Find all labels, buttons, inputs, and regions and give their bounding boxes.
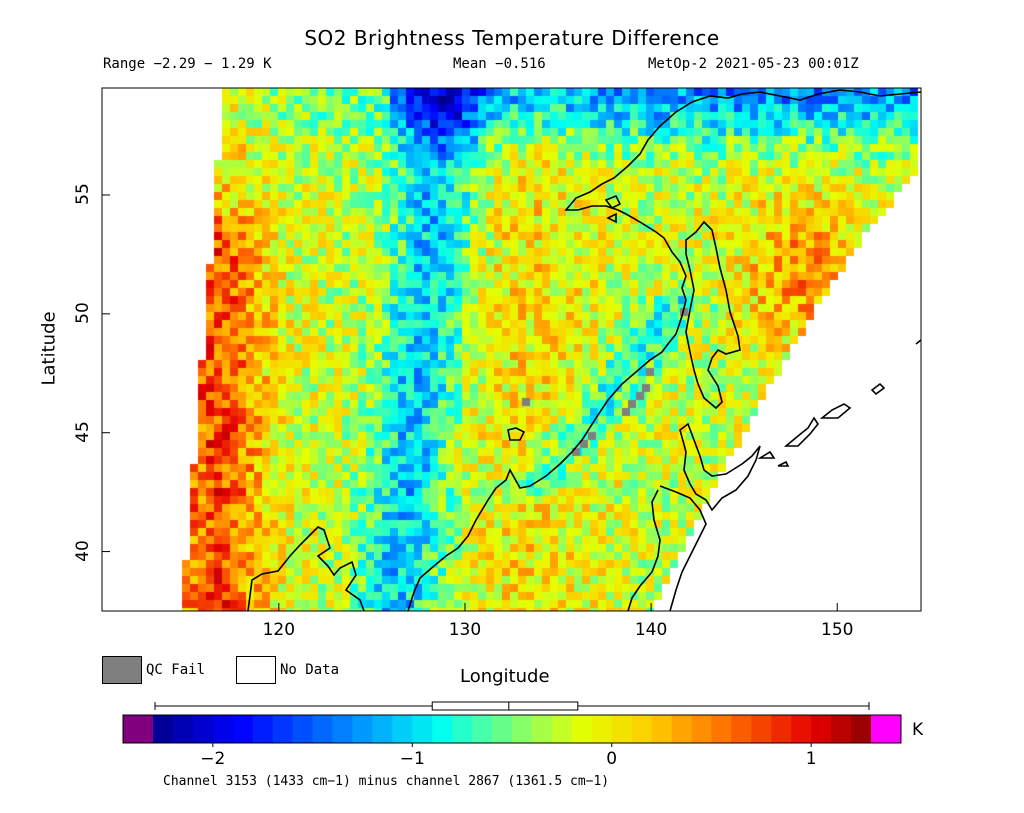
y-tick-label: 40 <box>73 539 93 562</box>
y-axis-label: Latitude <box>38 311 60 386</box>
coastline-sakhalin <box>685 220 741 410</box>
y-tick-label: 45 <box>73 420 93 443</box>
x-tick-label: 130 <box>448 620 482 640</box>
no-data-swatch <box>236 656 276 684</box>
qc-fail-swatch <box>102 656 142 684</box>
coastline-kurils <box>757 382 886 467</box>
x-tick-label: 150 <box>821 620 854 640</box>
coastline-kamchatka <box>915 339 922 345</box>
channel-footnote: Channel 3153 (1433 cm−1) minus channel 2… <box>163 774 610 789</box>
coastline-west <box>407 89 922 612</box>
coastline <box>247 89 922 612</box>
chart-title: SO2 Brightness Temperature Difference <box>304 26 720 50</box>
coastline-hokkaido <box>679 422 761 512</box>
coastline-lake <box>507 427 526 441</box>
so2-map-canvas <box>102 88 921 611</box>
x-axis-label: Longitude <box>460 666 550 687</box>
x-tick-label: 120 <box>262 620 296 640</box>
coastline-islands <box>604 194 622 224</box>
colorbar-unit: K <box>912 720 924 740</box>
colorbar-tick-label: −2 <box>200 749 226 769</box>
coastline-honshu <box>659 485 707 612</box>
mean-text: Mean −0.516 <box>453 56 546 72</box>
x-tick-label: 140 <box>634 620 668 640</box>
y-tick-label: 50 <box>73 302 93 324</box>
y-tick-label: 55 <box>73 183 93 205</box>
no-data-label: No Data <box>280 662 340 678</box>
qc-fail-label: QC Fail <box>146 662 206 678</box>
colorbar-tick-label: 0 <box>606 749 618 769</box>
map-frame <box>101 87 922 612</box>
colorbar-tick-label: −1 <box>399 749 425 769</box>
coastline-korea <box>247 526 365 612</box>
colorbar-tick-label: 1 <box>805 749 817 769</box>
range-text: Range −2.29 − 1.29 K <box>103 56 272 72</box>
satellite-time-text: MetOp-2 2021-05-23 00:01Z <box>648 56 859 72</box>
coastline-honshu-west <box>627 489 661 612</box>
